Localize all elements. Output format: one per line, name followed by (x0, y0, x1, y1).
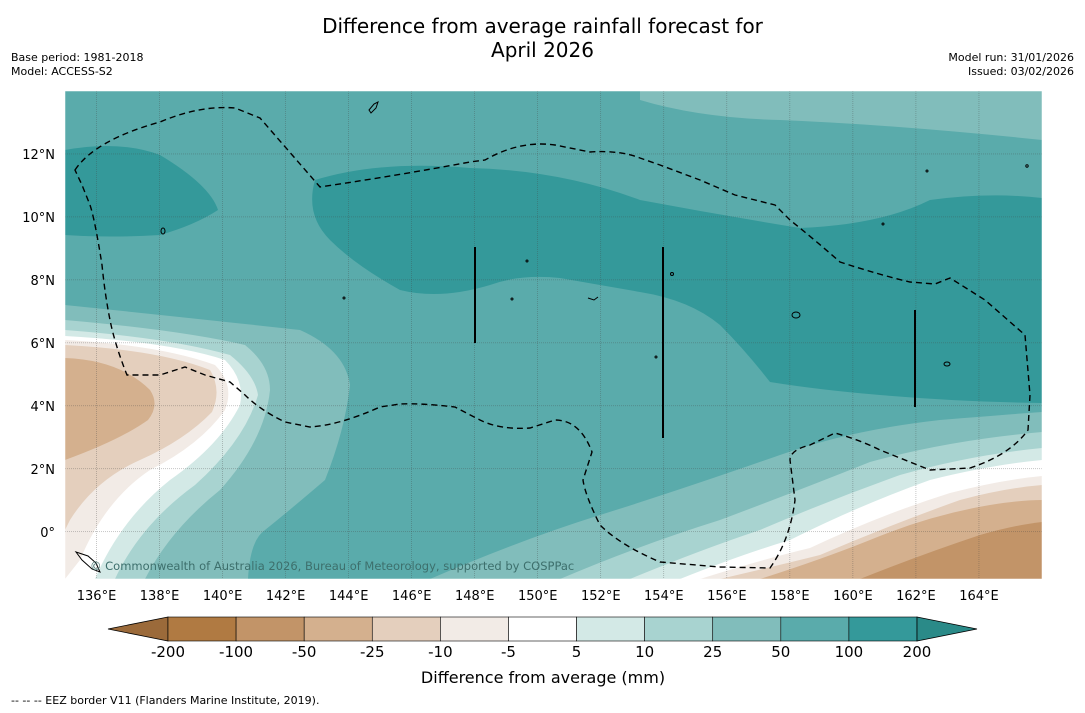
colorbar-arrow-high (916, 616, 978, 642)
issued-text: Issued: 03/02/2026 (967, 65, 1074, 78)
island (525, 259, 529, 263)
fill-wet-west (65, 146, 218, 237)
colorbar-arrow-low (107, 616, 169, 642)
island (587, 296, 599, 301)
title-line-1: Difference from average rainfall forecas… (322, 14, 763, 38)
lat-tick-label: 6°N (31, 337, 56, 352)
colorbar-tick-label: -200 (150, 643, 186, 661)
model-run-text: Model run: 31/01/2026 (948, 51, 1074, 64)
copyright-text: © Commonwealth of Australia 2026, Bureau… (90, 559, 575, 573)
colorbar-segment (167, 616, 237, 642)
colorbar-segment (235, 616, 305, 642)
lon-tick-label: 138°E (140, 589, 180, 604)
lat-tick-label: 0° (40, 526, 55, 541)
colorbar-tick-label: -50 (291, 643, 317, 661)
island (160, 227, 166, 235)
colorbar-tick-label: 200 (902, 643, 932, 661)
lat-tick-labels: 12°N 10°N 8°N 6°N 4°N 2°N 0° (22, 148, 55, 541)
colorbar-tick-label: 5 (571, 643, 582, 661)
island (510, 297, 514, 301)
colorbar-segment (644, 616, 714, 642)
eez-footnote: -- -- -- EEZ border V11 (Flanders Marine… (11, 694, 320, 707)
lon-tick-label: 152°E (581, 589, 621, 604)
base-period-text: Base period: 1981-2018 (11, 51, 144, 64)
lat-tick-label: 8°N (31, 274, 56, 289)
colorbar-tick-label: -10 (428, 643, 453, 661)
islands (74, 101, 1029, 573)
map-frame (64, 90, 1043, 580)
island (881, 222, 885, 226)
lon-tick-label: 136°E (77, 589, 117, 604)
lon-tick-labels: 136°E 138°E 140°E 142°E 144°E 146°E 148°E 150°E… (77, 589, 999, 604)
meta-right: Model run: 31/01/2026 Issued: 03/02/2026 (948, 51, 1074, 79)
island (74, 551, 101, 573)
island (670, 272, 674, 276)
lat-tick-label: 2°N (31, 463, 56, 478)
colorbar-segment (848, 616, 918, 642)
lon-tick-label: 154°E (644, 589, 684, 604)
fill-wet-central (312, 165, 1042, 403)
colorbar-tick-label: 25 (703, 643, 723, 661)
colorbar-segment (440, 616, 509, 642)
title-line-2: April 2026 (491, 38, 594, 62)
colorbar-segment (780, 616, 850, 642)
chart-title: Difference from average rainfall forecas… (0, 14, 1085, 62)
map-fills (65, 91, 1042, 579)
colorbar-tick-label: 10 (635, 643, 655, 661)
colorbar-tick-label: 50 (771, 643, 791, 661)
lat-tick-label: 10°N (22, 211, 55, 226)
colorbar-title: Difference from average (mm) (420, 668, 666, 687)
island (1025, 164, 1029, 168)
meta-left: Base period: 1981-2018 Model: ACCESS-S2 (11, 51, 143, 79)
lon-tick-label: 148°E (455, 589, 495, 604)
colorbar-tick-label: -100 (219, 643, 254, 661)
island (342, 296, 346, 300)
fill-band-m25-m50-west (65, 358, 155, 460)
eez-border (74, 106, 1031, 569)
lon-tick-label: 160°E (833, 589, 873, 604)
colorbar (107, 616, 978, 642)
lon-tick-label: 150°E (518, 589, 558, 604)
lon-tick-label: 142°E (266, 589, 306, 604)
colorbar-segment (303, 616, 373, 642)
colorbar-segment (712, 616, 782, 642)
colorbar-segment (371, 616, 441, 642)
fill-band-25-50-top (640, 91, 1042, 140)
colorbar-tick-label: 100 (834, 643, 864, 661)
island (925, 169, 929, 173)
lon-tick-label: 140°E (203, 589, 243, 604)
lon-tick-label: 144°E (329, 589, 369, 604)
lon-tick-label: 164°E (959, 589, 999, 604)
lat-tick-label: 12°N (22, 148, 55, 163)
lon-tick-label: 156°E (707, 589, 747, 604)
fill-band-m50-m100-east (860, 522, 1042, 579)
lon-tick-label: 158°E (770, 589, 810, 604)
lat-tick-label: 4°N (31, 400, 56, 415)
lon-tick-label: 162°E (896, 589, 936, 604)
island (943, 361, 951, 367)
model-text: Model: ACCESS-S2 (11, 65, 113, 78)
colorbar-tick-label: -5 (500, 643, 516, 661)
colorbar-segment (508, 616, 577, 642)
island (368, 101, 379, 114)
island (654, 355, 658, 359)
gridlines (65, 91, 1042, 579)
lon-tick-label: 146°E (392, 589, 432, 604)
colorbar-segment (576, 616, 645, 642)
island (791, 311, 801, 319)
colorbar-tick-label: -25 (360, 643, 385, 661)
